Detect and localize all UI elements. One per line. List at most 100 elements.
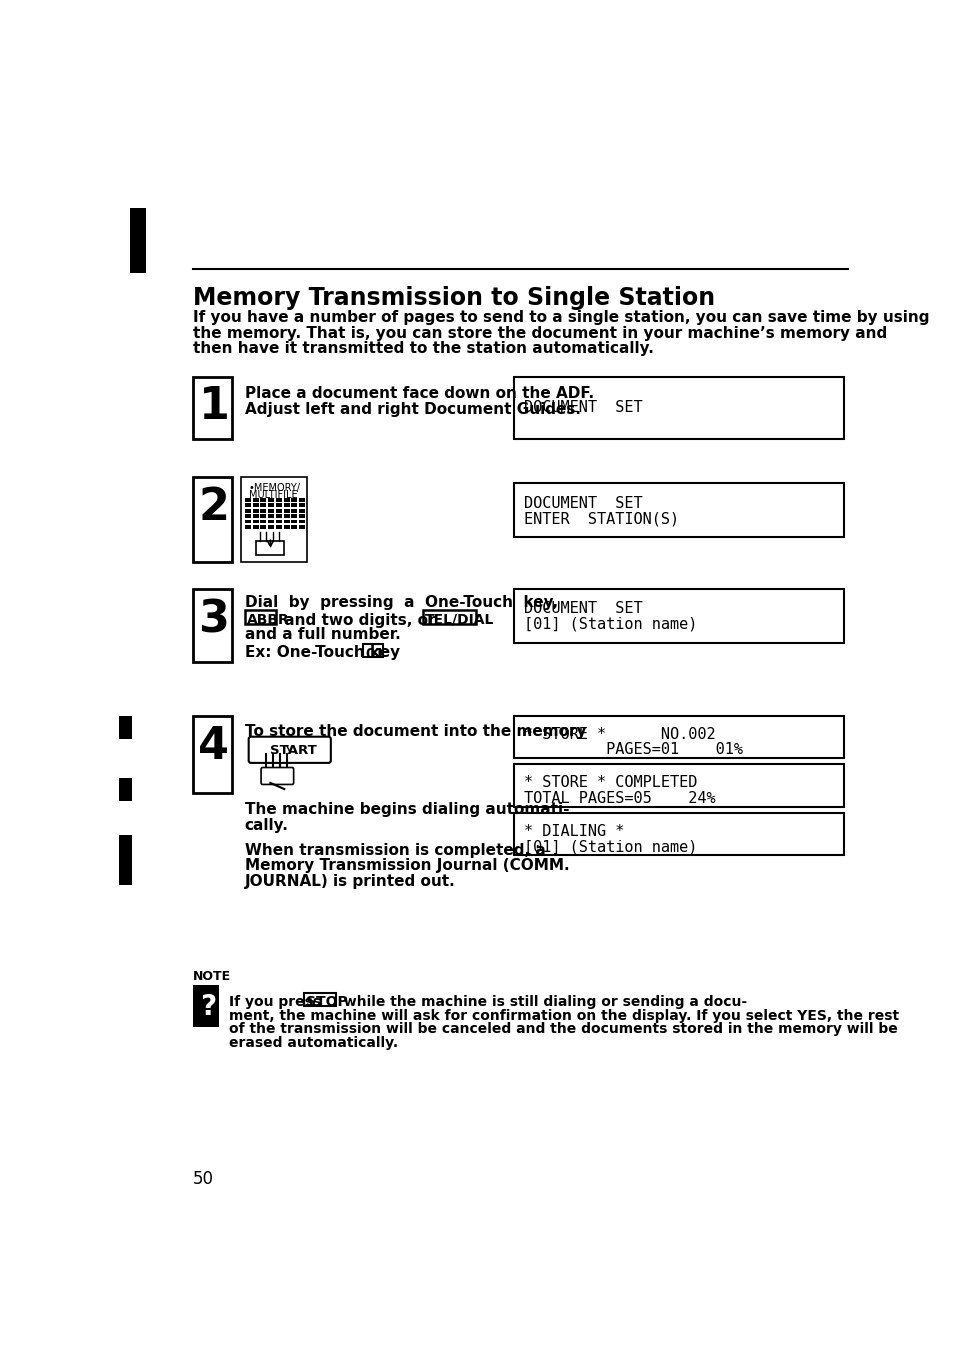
- Bar: [245, 520, 251, 524]
- Text: of the transmission will be canceled and the documents stored in the memory will: of the transmission will be canceled and…: [229, 1023, 897, 1036]
- Bar: [514, 716, 843, 758]
- Bar: [119, 716, 132, 739]
- Bar: [291, 514, 297, 518]
- Bar: [514, 765, 843, 806]
- Bar: [514, 377, 843, 439]
- Bar: [260, 503, 266, 507]
- Text: Memory Transmission to Single Station: Memory Transmission to Single Station: [193, 287, 714, 311]
- Bar: [193, 478, 232, 561]
- Bar: [514, 588, 843, 643]
- Bar: [283, 525, 290, 529]
- Text: 1: 1: [199, 385, 230, 428]
- FancyBboxPatch shape: [249, 736, 331, 763]
- Bar: [260, 514, 266, 518]
- Bar: [298, 498, 305, 502]
- Text: lm: lm: [259, 544, 272, 555]
- Bar: [193, 985, 219, 1027]
- Bar: [298, 503, 305, 507]
- Text: •MEMORY/: •MEMORY/: [249, 483, 300, 493]
- Text: DOCUMENT  SET: DOCUMENT SET: [523, 497, 641, 511]
- Text: 2: 2: [198, 486, 229, 529]
- Text: To store the document into the memory: To store the document into the memory: [245, 724, 586, 739]
- Bar: [283, 520, 290, 524]
- Bar: [253, 498, 258, 502]
- Bar: [275, 520, 282, 524]
- Bar: [245, 503, 251, 507]
- Text: 01: 01: [365, 646, 384, 661]
- Text: START: START: [270, 743, 316, 756]
- Bar: [253, 525, 258, 529]
- Text: TOTAL PAGES=05    24%: TOTAL PAGES=05 24%: [523, 790, 715, 806]
- Bar: [362, 643, 382, 657]
- Text: Dial  by  pressing  a  One-Touch  key,: Dial by pressing a One-Touch key,: [245, 595, 558, 610]
- Text: 4: 4: [197, 725, 229, 769]
- Bar: [298, 520, 305, 524]
- Text: STOP: STOP: [306, 995, 348, 1008]
- Bar: [268, 525, 274, 529]
- Text: If you have a number of pages to send to a single station, you can save time by : If you have a number of pages to send to…: [193, 310, 928, 326]
- Text: ABBR: ABBR: [247, 612, 290, 627]
- Text: cally.: cally.: [245, 817, 289, 833]
- Bar: [245, 509, 251, 513]
- Bar: [291, 509, 297, 513]
- Text: then have it transmitted to the station automatically.: then have it transmitted to the station …: [193, 341, 653, 355]
- Text: Ex: One-Touch key: Ex: One-Touch key: [245, 645, 405, 660]
- Bar: [298, 509, 305, 513]
- Text: DOCUMENT  SET: DOCUMENT SET: [523, 400, 641, 415]
- Bar: [275, 498, 282, 502]
- Bar: [256, 541, 283, 555]
- Bar: [283, 509, 290, 513]
- Bar: [245, 611, 275, 625]
- Bar: [245, 525, 251, 529]
- Bar: [260, 509, 266, 513]
- Bar: [268, 514, 274, 518]
- Bar: [245, 514, 251, 518]
- Bar: [283, 514, 290, 518]
- Bar: [514, 813, 843, 855]
- Text: JOURNAL) is printed out.: JOURNAL) is printed out.: [245, 874, 456, 888]
- Text: Memory Transmission Journal (COMM.: Memory Transmission Journal (COMM.: [245, 859, 569, 874]
- Text: and two digits, or: and two digits, or: [278, 612, 440, 627]
- Text: * STORE *      NO.002: * STORE * NO.002: [523, 727, 715, 742]
- Bar: [253, 503, 258, 507]
- Bar: [291, 503, 297, 507]
- Bar: [283, 498, 290, 502]
- Bar: [260, 525, 266, 529]
- Bar: [119, 836, 132, 886]
- Text: When transmission is completed, a: When transmission is completed, a: [245, 843, 545, 857]
- Text: * DIALING *: * DIALING *: [523, 824, 623, 839]
- Bar: [260, 520, 266, 524]
- Bar: [268, 498, 274, 502]
- Bar: [268, 503, 274, 507]
- Bar: [245, 498, 251, 502]
- Text: and a full number.: and a full number.: [245, 627, 400, 642]
- Bar: [275, 525, 282, 529]
- Text: DOCUMENT  SET: DOCUMENT SET: [523, 602, 641, 616]
- Bar: [268, 509, 274, 513]
- Text: 3: 3: [198, 598, 229, 641]
- Bar: [193, 377, 232, 439]
- Bar: [422, 611, 476, 625]
- Text: ?: ?: [199, 993, 215, 1022]
- Bar: [260, 498, 266, 502]
- Text: TEL/DIAL: TEL/DIAL: [425, 612, 495, 627]
- Bar: [253, 514, 258, 518]
- Bar: [275, 503, 282, 507]
- Text: ment, the machine will ask for confirmation on the display. If you select YES, t: ment, the machine will ask for confirmat…: [229, 1008, 899, 1023]
- Text: while the machine is still dialing or sending a docu-: while the machine is still dialing or se…: [339, 995, 747, 1008]
- Bar: [291, 520, 297, 524]
- Bar: [291, 498, 297, 502]
- Text: NOTE: NOTE: [193, 970, 231, 983]
- Bar: [268, 520, 274, 524]
- Text: ENTER  STATION(S): ENTER STATION(S): [523, 511, 679, 526]
- Bar: [253, 520, 258, 524]
- Bar: [298, 514, 305, 518]
- Bar: [275, 509, 282, 513]
- Text: MULTIFILE: MULTIFILE: [249, 490, 297, 499]
- Text: The machine begins dialing automati-: The machine begins dialing automati-: [245, 802, 569, 817]
- Text: [01] (Station name): [01] (Station name): [523, 839, 697, 855]
- Text: the memory. That is, you can store the document in your machine’s memory and: the memory. That is, you can store the d…: [193, 326, 886, 341]
- Bar: [275, 514, 282, 518]
- Bar: [253, 509, 258, 513]
- Bar: [193, 588, 232, 662]
